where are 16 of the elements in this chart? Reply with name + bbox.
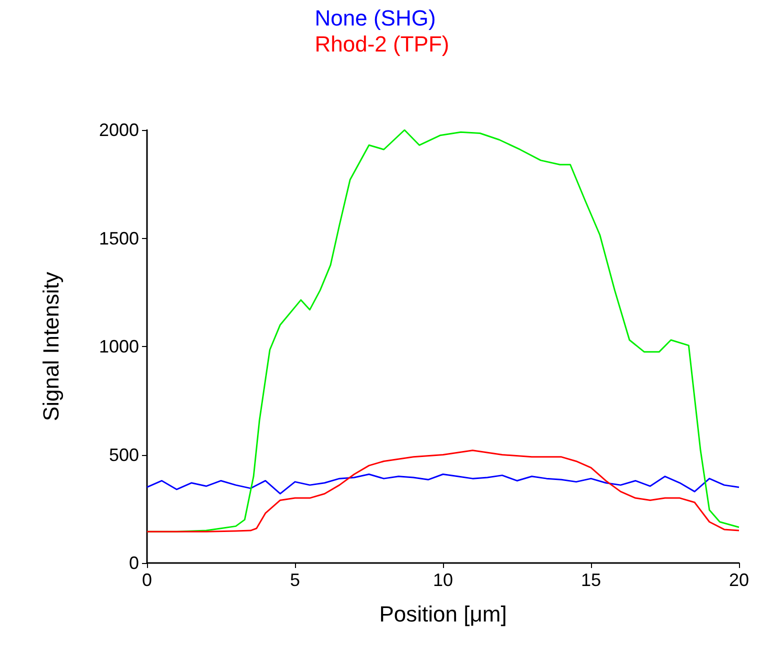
y-tick-label: 1500 <box>98 228 139 248</box>
y-tick-label: 0 <box>128 553 139 573</box>
x-tick-label: 0 <box>142 570 152 590</box>
line-series <box>146 473 740 494</box>
y-tick-label: 1000 <box>98 336 139 356</box>
y-axis-title: Signal Intensity <box>38 272 64 422</box>
x-tick-label: 20 <box>728 570 750 590</box>
x-tick-label: 15 <box>580 570 602 590</box>
y-tick-label: 500 <box>108 444 139 465</box>
text: Rhod-2 (TPF) <box>314 32 450 56</box>
text: None (SHG) <box>314 6 436 30</box>
y-tick-label: 2000 <box>98 120 139 140</box>
x-tick-label: 5 <box>290 570 300 590</box>
x-tick-label: 10 <box>432 570 454 590</box>
x-axis-title: Position [μm] <box>379 602 507 626</box>
line-series <box>146 450 740 532</box>
